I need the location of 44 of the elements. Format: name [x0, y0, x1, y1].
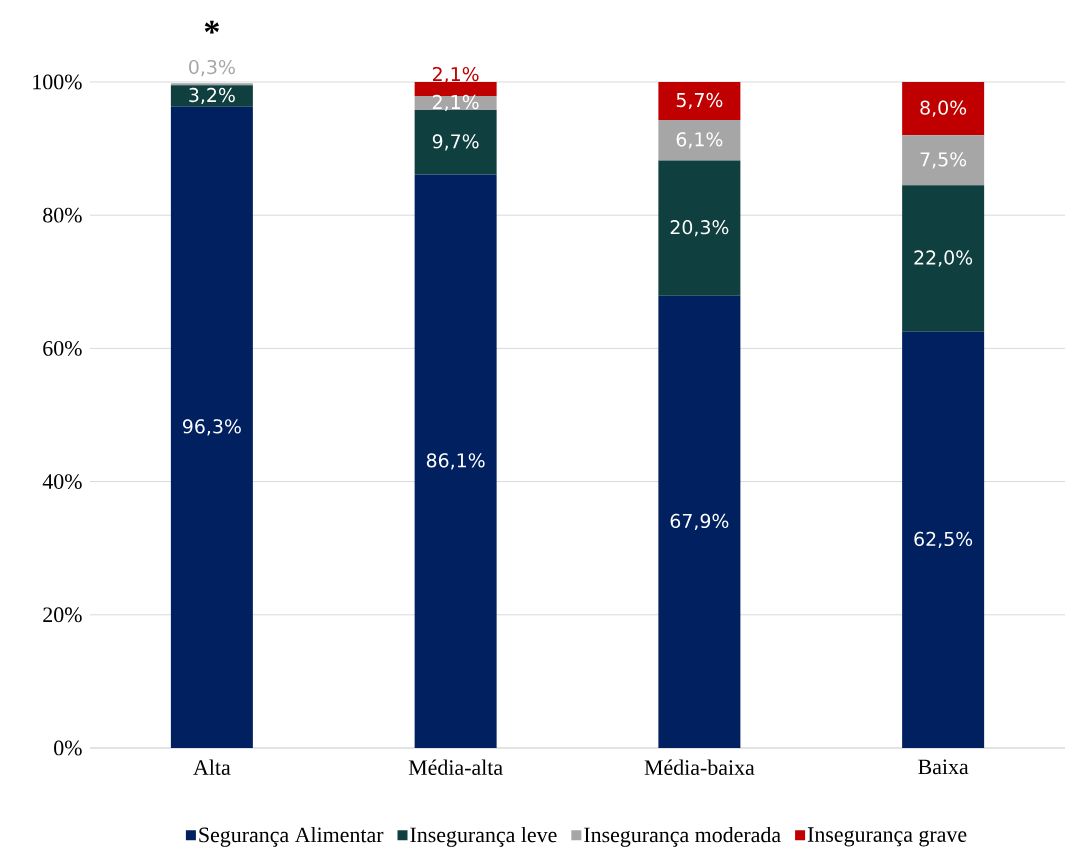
- data-label: 96,3%: [183, 419, 241, 436]
- data-label: 0,3%: [189, 59, 235, 77]
- data-label: 2,1%: [432, 94, 479, 112]
- bar: [414, 109, 497, 175]
- data-label: 9,7%: [432, 134, 479, 151]
- y-tick-label: 80%: [43, 207, 82, 223]
- legend-label: Segurança Alimentar: [199, 826, 384, 847]
- data-label: 20,3%: [670, 220, 729, 237]
- x-tick-label: Alta: [193, 759, 231, 775]
- data-label: 22,0%: [914, 250, 973, 267]
- data-label: 2,1%: [432, 66, 479, 84]
- data-label: 3,2%: [189, 87, 235, 105]
- data-label: 8,0%: [920, 100, 967, 117]
- y-tick-label: 40%: [42, 474, 82, 490]
- text: *: [204, 20, 219, 34]
- bar: [658, 119, 741, 161]
- bar: [658, 295, 741, 748]
- data-label: 6,1%: [676, 132, 723, 149]
- x-tick-label: Média-alta: [408, 759, 503, 775]
- bar: [658, 81, 741, 120]
- bar: [414, 174, 497, 748]
- y-tick-label: 20%: [43, 607, 82, 623]
- x-tick-label: Média-baixa: [644, 759, 755, 775]
- bar: [170, 83, 253, 86]
- y-tick-label: 0%: [54, 740, 82, 756]
- y-tick-label: 60%: [43, 340, 82, 356]
- legend-label: Insegurança grave: [807, 827, 967, 847]
- data-label: 62,5%: [914, 531, 973, 548]
- data-label: 67,9%: [670, 513, 729, 531]
- bar: [658, 160, 741, 296]
- bar: [902, 81, 985, 136]
- x-tick-label: Baixa: [918, 759, 969, 775]
- data-label: 86,1%: [426, 453, 485, 470]
- bar: [170, 85, 253, 107]
- bar: [902, 331, 985, 748]
- bar: [170, 106, 253, 748]
- bar: [414, 81, 497, 96]
- data-label: 5,7%: [676, 92, 723, 110]
- data-label: 7,5%: [920, 152, 967, 169]
- bar: [902, 135, 985, 186]
- y-tick-label: 100%: [33, 74, 82, 90]
- legend-label: Insegurança moderada: [584, 826, 781, 847]
- legend-label: Insegurança leve: [410, 826, 557, 847]
- bar: [902, 185, 985, 332]
